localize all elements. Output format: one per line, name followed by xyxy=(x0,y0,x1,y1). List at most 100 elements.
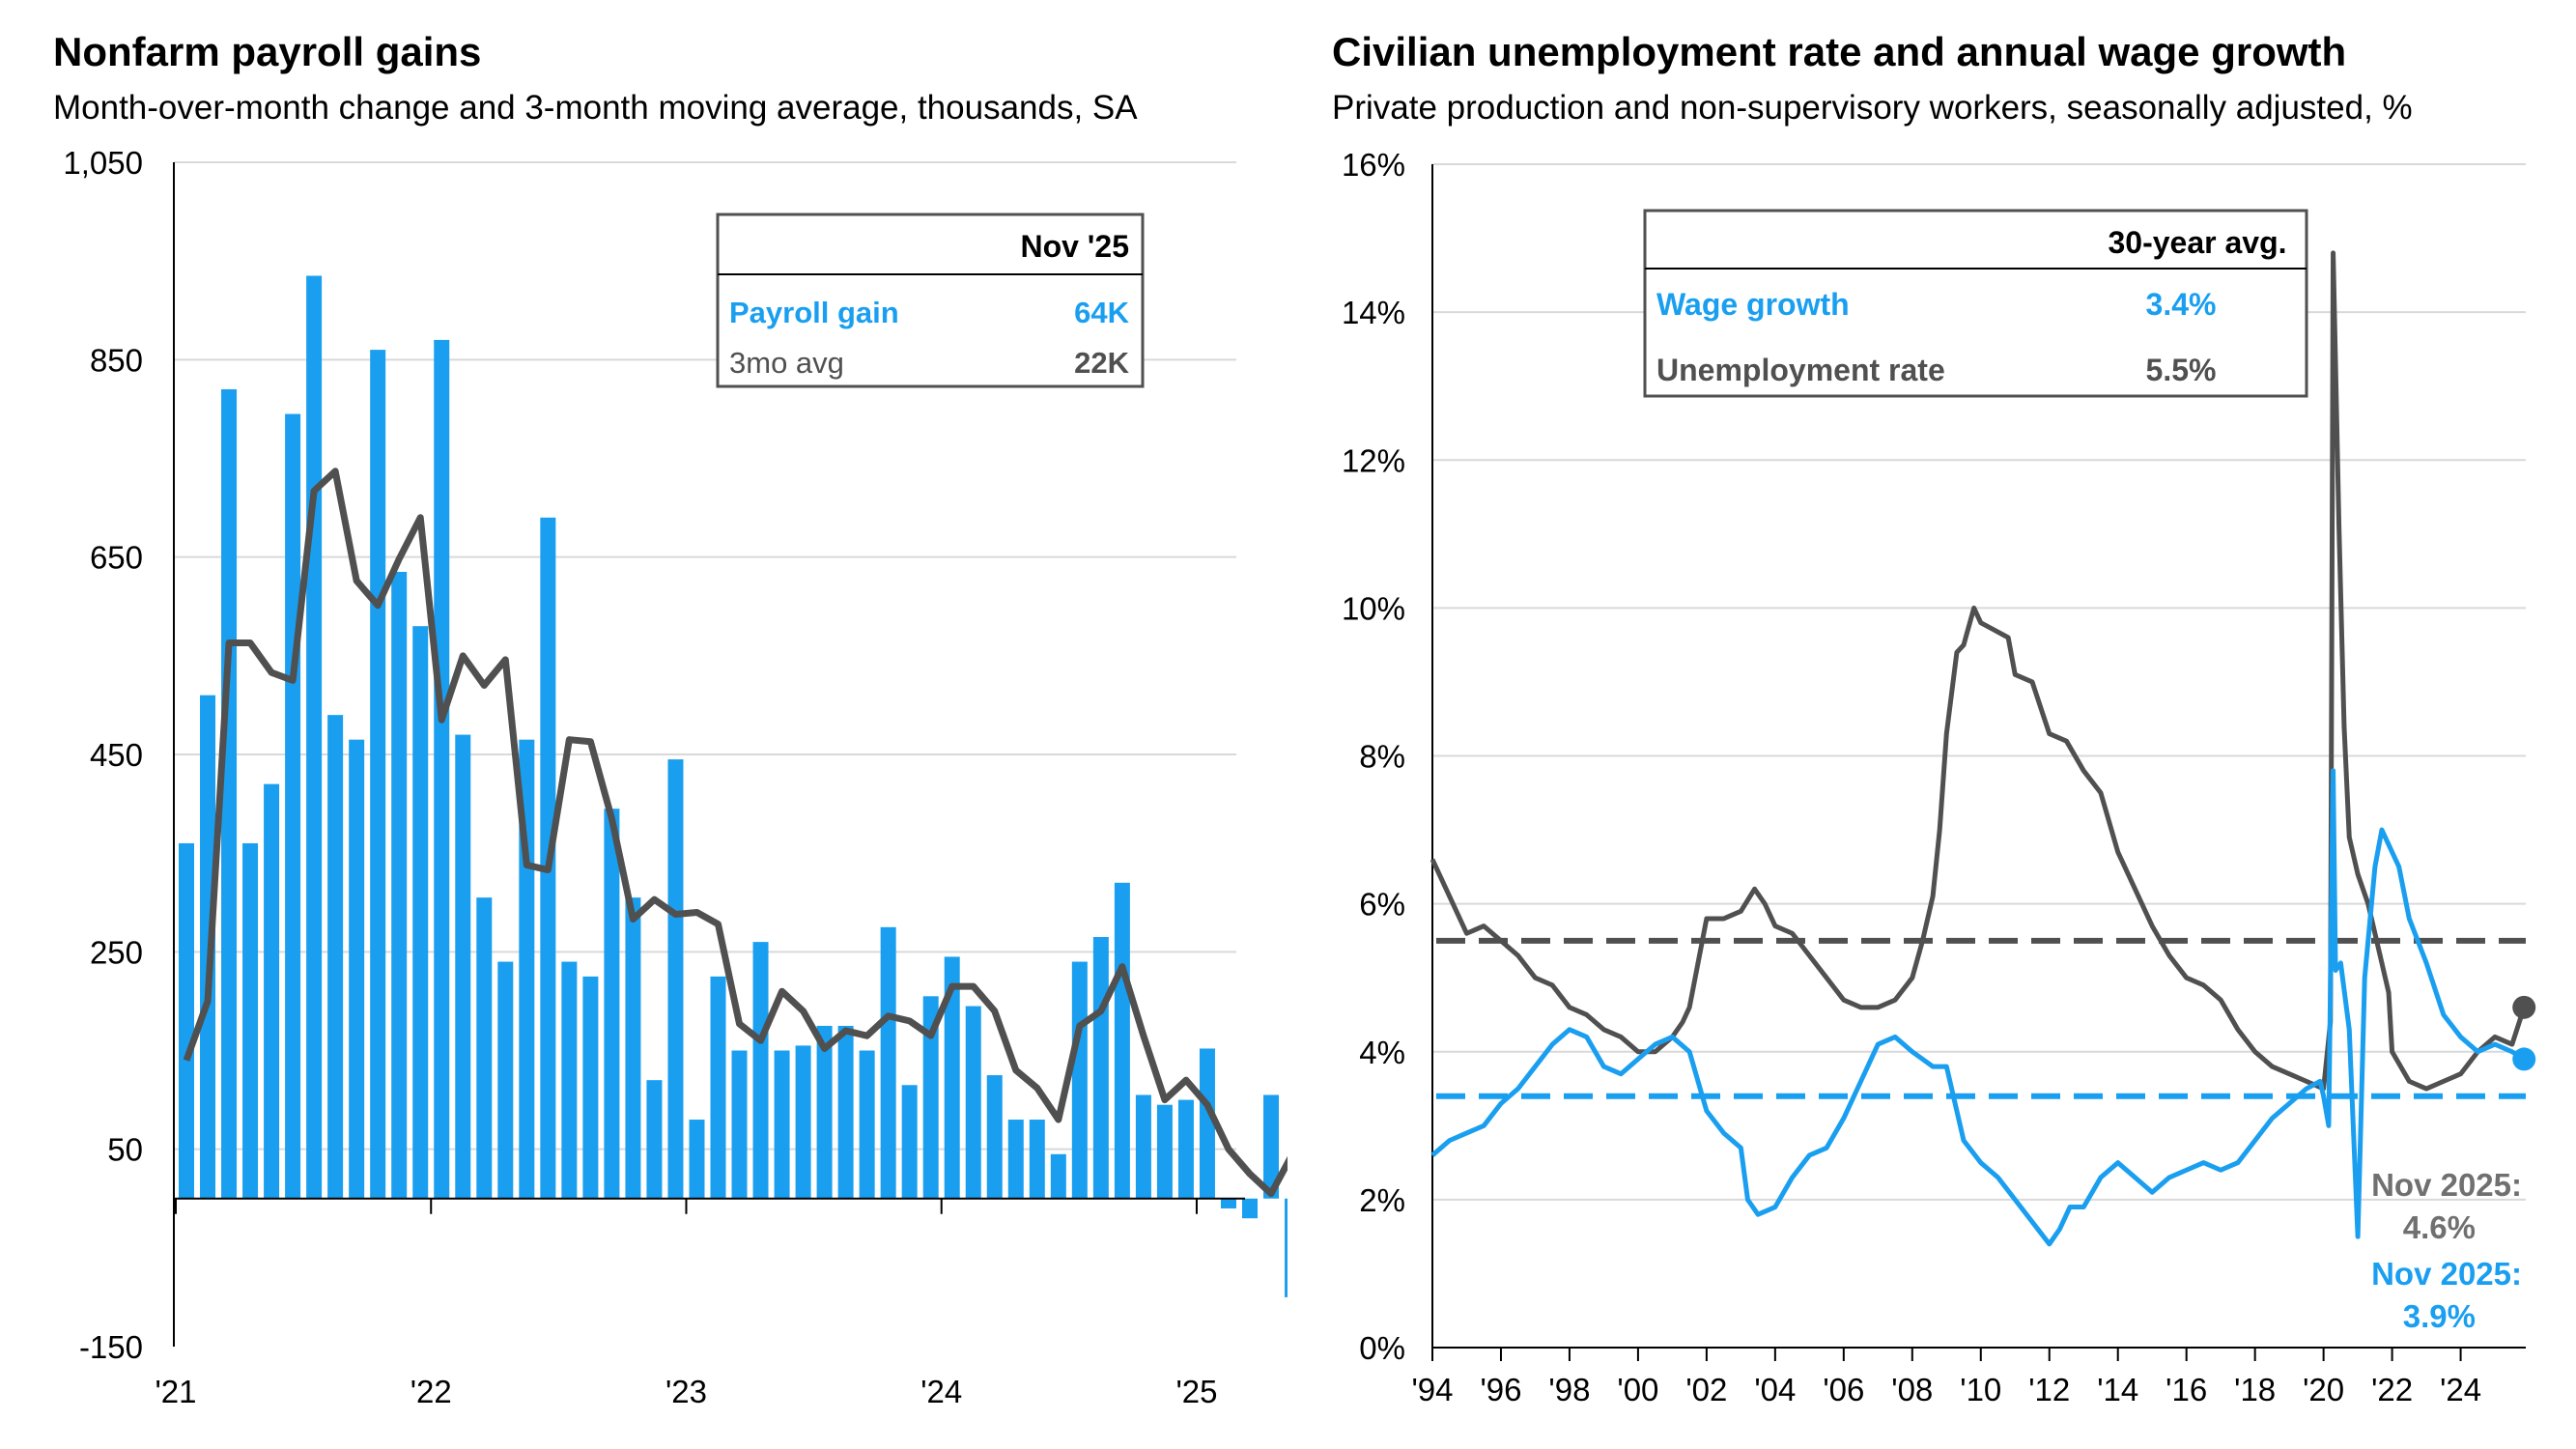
payroll-bar xyxy=(922,996,939,1199)
x-tick-label: '00 xyxy=(1617,1372,1658,1407)
x-tick-label: '24 xyxy=(920,1374,962,1409)
y-tick-label: -150 xyxy=(79,1329,143,1365)
wage-growth-endpoint xyxy=(2512,1047,2536,1071)
payroll-bar xyxy=(710,976,726,1199)
annotation-unemployment-value: 4.6% xyxy=(2403,1209,2476,1245)
legend-box xyxy=(1643,209,2308,398)
legend-label: Wage growth xyxy=(1656,287,1850,322)
y-tick-label: 8% xyxy=(1359,739,1405,775)
legend-header: Nov '25 xyxy=(1020,229,1129,264)
legend-value: 22K xyxy=(1074,346,1129,380)
x-tick-label: '98 xyxy=(1548,1372,1590,1407)
x-tick-label: '24 xyxy=(2440,1372,2481,1407)
annotation-wage-value: 3.9% xyxy=(2403,1298,2476,1334)
payroll-bar xyxy=(986,1075,1003,1199)
payroll-bar xyxy=(859,1050,875,1199)
payroll-bar xyxy=(667,759,684,1199)
wage-growth-line xyxy=(1430,768,2526,1247)
payroll-bar xyxy=(264,783,280,1199)
payroll-bar xyxy=(1156,1104,1173,1199)
annotation-wage-date: Nov 2025: xyxy=(2371,1256,2522,1292)
x-tick-label: '22 xyxy=(2371,1372,2413,1407)
x-tick-label: '21 xyxy=(155,1374,196,1409)
payroll-bar xyxy=(625,897,641,1199)
x-tick-label: '22 xyxy=(410,1374,452,1409)
payroll-bar xyxy=(752,942,769,1199)
y-tick-label: 12% xyxy=(1342,442,1405,478)
payroll-bar xyxy=(1092,937,1109,1199)
y-tick-label: 2% xyxy=(1359,1182,1405,1218)
x-tick-label: '14 xyxy=(2097,1372,2138,1407)
payroll-chart: -150 50 250 450 650 850 1,050 '21 '22 '23 '24 '25 No… xyxy=(63,145,1288,1409)
payroll-bar xyxy=(476,897,493,1199)
legend-label: 3mo avg xyxy=(729,346,844,380)
payroll-bar xyxy=(242,842,259,1199)
payroll-bar xyxy=(497,961,514,1199)
y-tick-label: 4% xyxy=(1359,1035,1405,1070)
payroll-bar xyxy=(774,1050,790,1199)
y-tick-label: 0% xyxy=(1359,1330,1405,1366)
unemployment-endpoint xyxy=(2512,995,2536,1019)
y-tick-label: 650 xyxy=(90,540,143,576)
payroll-bar xyxy=(412,626,429,1199)
x-tick-label: '08 xyxy=(1891,1372,1933,1407)
x-tick-label: '25 xyxy=(1175,1374,1217,1409)
payroll-bar xyxy=(561,961,578,1199)
payroll-bar xyxy=(455,734,471,1199)
payroll-bar xyxy=(604,809,620,1199)
y-tick-label: 14% xyxy=(1342,295,1405,330)
payroll-bar xyxy=(1050,1153,1066,1199)
payroll-bar xyxy=(1285,1198,1288,1297)
payroll-bar xyxy=(689,1120,705,1199)
payroll-bar xyxy=(1199,1048,1215,1199)
payroll-bar xyxy=(795,1045,811,1199)
x-tick-label: '04 xyxy=(1754,1372,1796,1407)
payroll-bar xyxy=(880,926,896,1199)
payroll-bar xyxy=(944,956,960,1199)
payroll-bar xyxy=(816,1025,833,1199)
legend-value: 64K xyxy=(1074,296,1129,329)
y-tick-label: 450 xyxy=(90,737,143,773)
payroll-bar xyxy=(1263,1094,1280,1199)
payroll-bar xyxy=(731,1050,748,1199)
legend-label: Payroll gain xyxy=(729,296,899,329)
y-tick-label: 1,050 xyxy=(63,145,143,181)
payroll-bar xyxy=(582,976,599,1199)
payroll-bar xyxy=(1220,1198,1236,1208)
payroll-bar xyxy=(391,571,408,1199)
legend-value: 3.4% xyxy=(2146,287,2217,322)
payroll-bar xyxy=(1114,882,1130,1199)
chart-title: Civilian unemployment rate and annual wa… xyxy=(1332,29,2347,74)
payroll-bar xyxy=(434,339,450,1199)
payroll-bar xyxy=(327,715,344,1199)
payroll-panel: Nonfarm payroll gains Month-over-month c… xyxy=(53,29,1288,1409)
payroll-bar xyxy=(349,739,365,1199)
y-tick-label: 250 xyxy=(90,934,143,970)
x-tick-label: '12 xyxy=(2028,1372,2070,1407)
chart-subtitle: Private production and non-supervisory w… xyxy=(1332,89,2413,127)
y-tick-label: 16% xyxy=(1342,147,1405,183)
unemployment-wage-chart: 0% 2% 4% 6% 8% 10% 12% 14% 16% '94 '96 '98 '00 '02 '04… xyxy=(1342,147,2536,1407)
y-tick-label: 6% xyxy=(1359,887,1405,923)
legend-label: Unemployment rate xyxy=(1656,353,1945,387)
3mo-avg-line xyxy=(183,468,1288,1198)
x-tick-label: '20 xyxy=(2303,1372,2344,1407)
y-tick-label: 850 xyxy=(90,342,143,378)
legend-box xyxy=(716,213,1145,388)
x-tick-label: '10 xyxy=(1960,1372,2001,1407)
x-tick-label: '16 xyxy=(2166,1372,2207,1407)
x-tick-label: '23 xyxy=(665,1374,707,1409)
payroll-bar xyxy=(1177,1099,1194,1199)
legend-value: 5.5% xyxy=(2146,353,2217,387)
annotation-unemployment-date: Nov 2025: xyxy=(2371,1167,2522,1203)
payroll-bar xyxy=(1242,1198,1258,1219)
payroll-bar xyxy=(646,1080,663,1199)
payroll-bar xyxy=(965,1006,981,1199)
payroll-bar xyxy=(1071,961,1088,1199)
payroll-bar xyxy=(370,350,386,1199)
payroll-bar xyxy=(1135,1094,1151,1199)
payroll-bar xyxy=(1007,1120,1024,1199)
chart-title: Nonfarm payroll gains xyxy=(53,29,482,74)
x-tick-label: '06 xyxy=(1823,1372,1864,1407)
payroll-bar xyxy=(837,1025,854,1199)
